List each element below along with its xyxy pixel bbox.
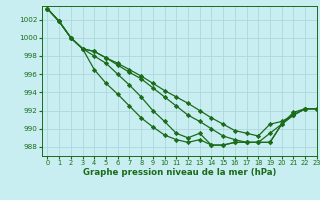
X-axis label: Graphe pression niveau de la mer (hPa): Graphe pression niveau de la mer (hPa) [83, 168, 276, 177]
